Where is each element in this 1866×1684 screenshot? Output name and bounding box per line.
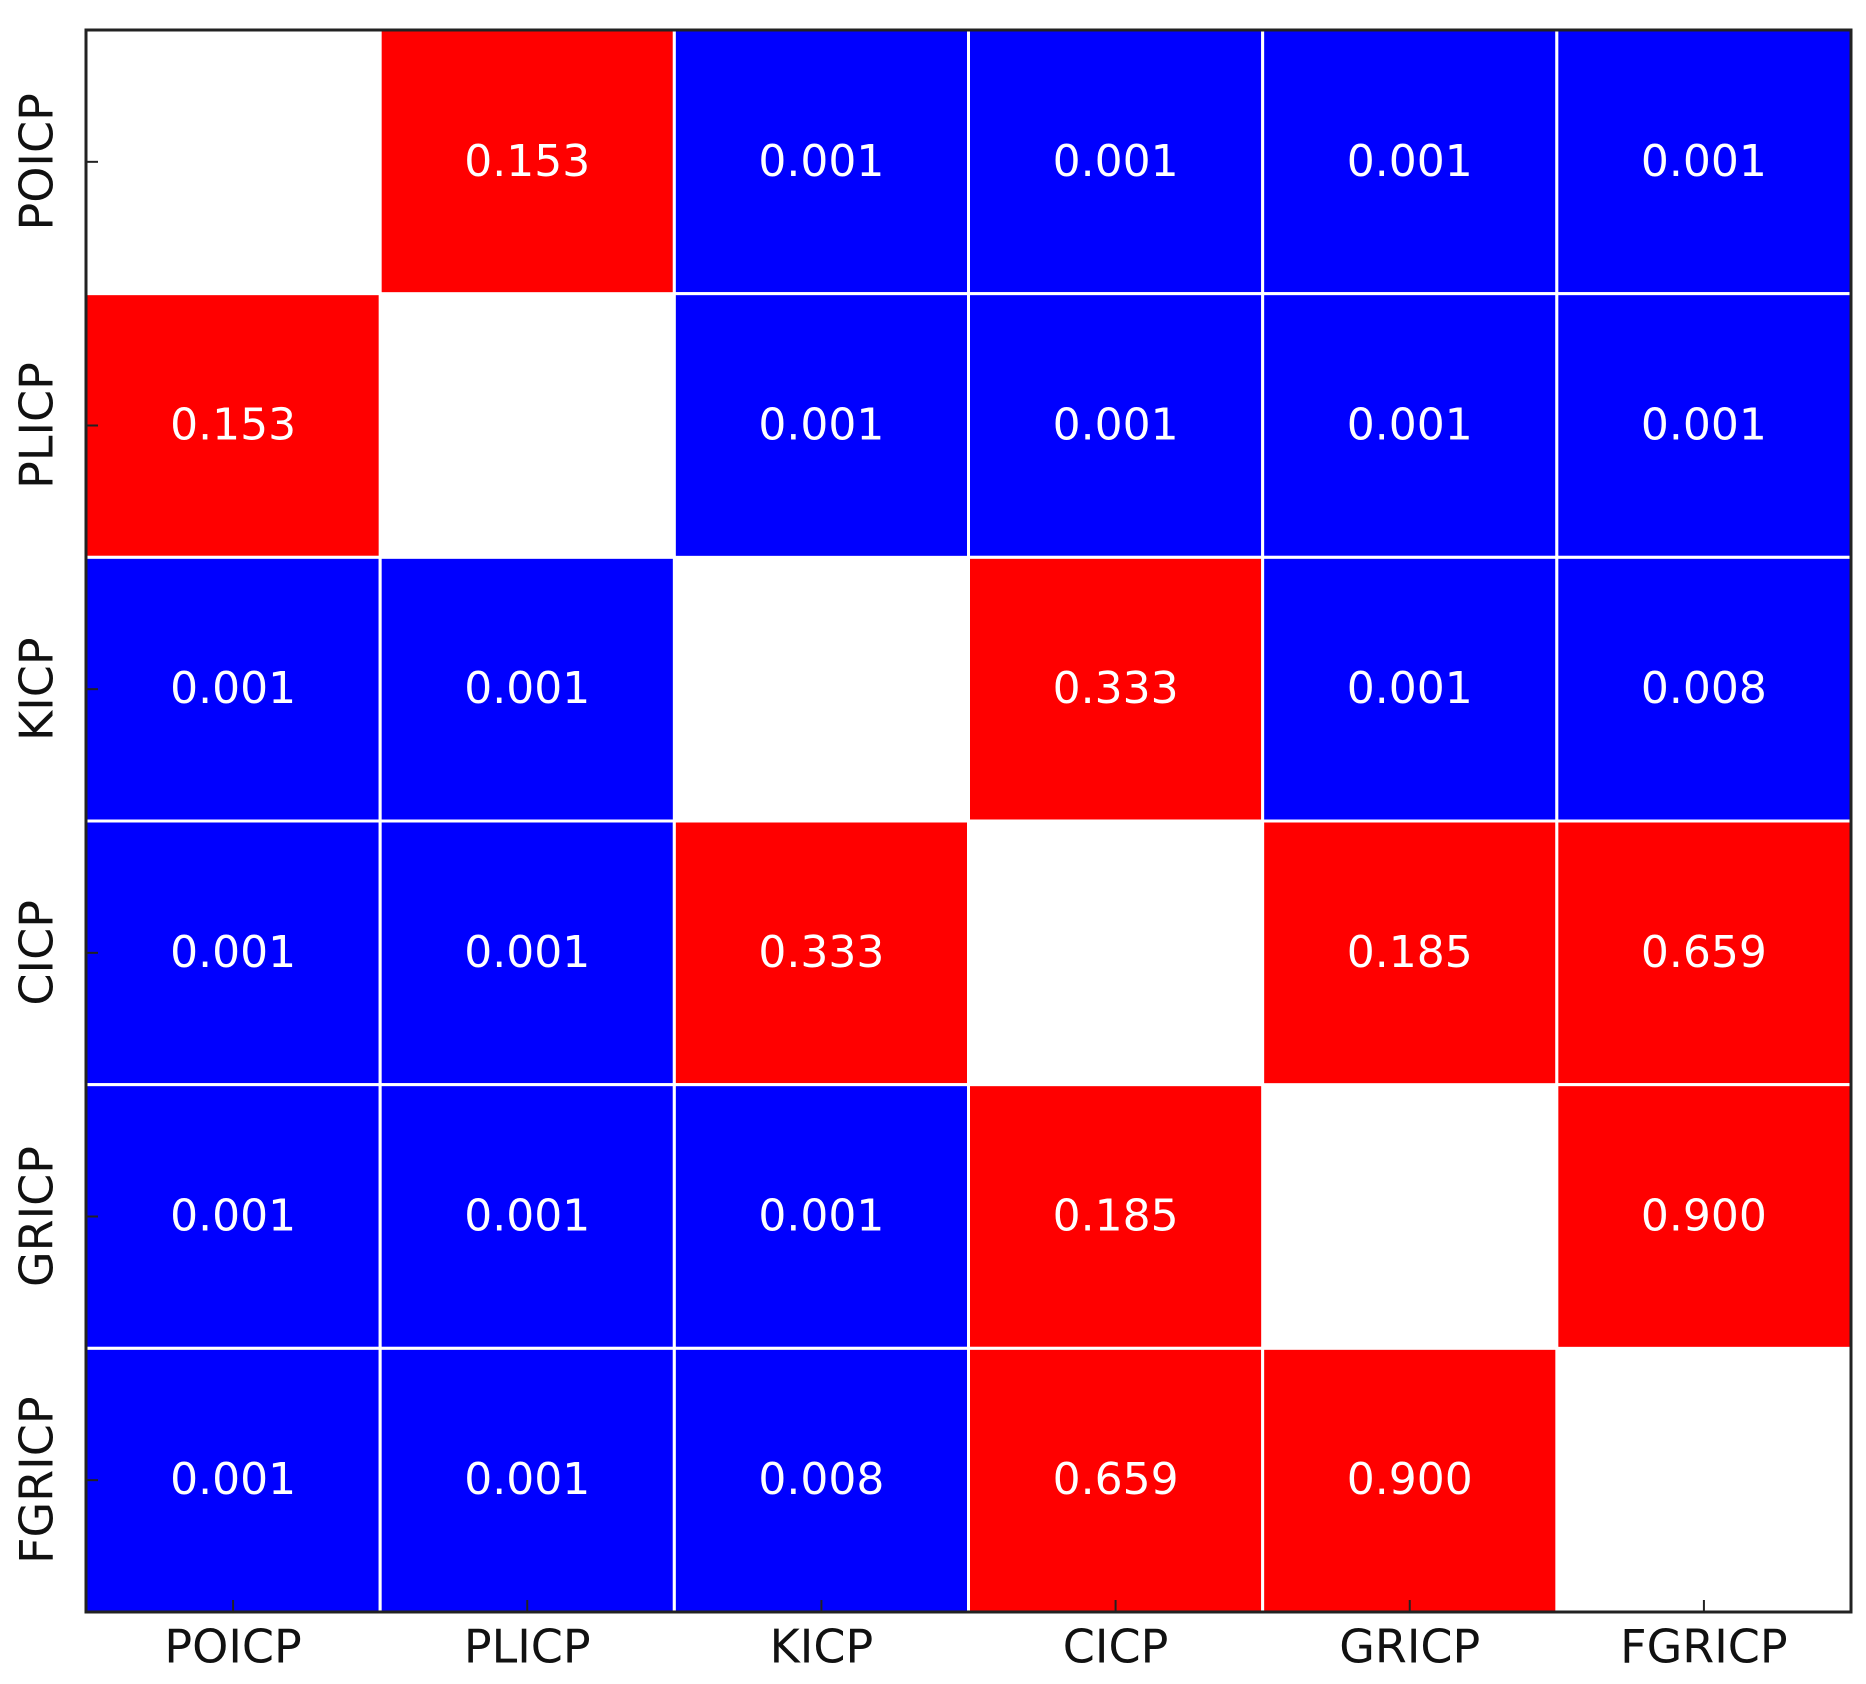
cell-label: 0.333 [758,927,884,978]
cell-label: 0.900 [1641,1191,1767,1242]
cell-label: 0.008 [758,1454,884,1505]
y-tick-label: GRICP [10,1146,64,1287]
cell-label: 0.659 [1053,1454,1179,1505]
y-tick-label: POICP [10,93,64,230]
heatmap-cell [84,1083,382,1350]
cell-label: 0.001 [170,927,296,978]
cell-label: 0.008 [1641,663,1767,714]
heatmap-cell [967,292,1265,559]
heatmap-cell [1555,292,1853,559]
cell-label: 0.001 [1641,400,1767,451]
heatmap-cell [1555,819,1853,1087]
cell-label: 0.001 [464,1454,590,1505]
heatmap-cell [84,819,382,1087]
heatmap-cell [1261,555,1559,823]
y-tick-label: KICP [10,637,64,741]
heatmap-cell [1261,819,1559,1087]
heatmap-cell [378,819,676,1087]
cell-label: 0.333 [1053,663,1179,714]
y-tick-label: CICP [10,900,64,1006]
heatmap-cell [378,555,676,823]
cell-label: 0.185 [1347,927,1473,978]
plot-frame [84,28,1853,1614]
cell-label: 0.001 [170,1191,296,1242]
heatmap-cell [672,1083,970,1350]
x-tick-label: FGRICP [1620,1620,1788,1674]
cell-label: 0.001 [758,136,884,187]
cell-label: 0.001 [758,400,884,451]
cell-label: 0.001 [1347,400,1473,451]
cell-label: 0.001 [170,1454,296,1505]
cell-label: 0.185 [1053,1191,1179,1242]
cell-label: 0.659 [1641,927,1767,978]
heatmap-cell [378,28,676,296]
cell-label: 0.001 [464,663,590,714]
heatmap-cell [1555,555,1853,823]
heatmap-cell [672,819,970,1087]
cell-label: 0.001 [1347,136,1473,187]
cell-label: 0.001 [1053,400,1179,451]
x-tick-label: GRICP [1339,1620,1480,1674]
heatmap-cell [672,292,970,559]
cell-label: 0.001 [170,663,296,714]
heatmap-cell [967,1346,1265,1614]
heatmap-cell [378,1083,676,1350]
cell-label: 0.153 [170,400,296,451]
cell-label: 0.001 [758,1191,884,1242]
cell-label: 0.900 [1347,1454,1473,1505]
heatmap-cell [1555,1083,1853,1350]
y-tick-label: FGRICP [10,1396,64,1564]
cell-label: 0.001 [464,1191,590,1242]
heatmap-cell [1261,292,1559,559]
heatmap-cell [1261,28,1559,296]
heatmap-cell [1261,1346,1559,1614]
cell-label: 0.153 [464,136,590,187]
cell-label: 0.001 [1347,663,1473,714]
cell-label: 0.001 [464,927,590,978]
x-tick-label: CICP [1063,1620,1169,1674]
cell-label: 0.001 [1641,136,1767,187]
heatmap-cell [967,28,1265,296]
heatmap-cell [967,555,1265,823]
x-tick-label: KICP [770,1620,874,1674]
heatmap-cell [967,1083,1265,1350]
cell-label: 0.001 [1053,136,1179,187]
x-tick-label: PLICP [464,1620,591,1674]
heatmap-cell [84,1346,382,1614]
y-tick-label: PLICP [10,362,64,489]
x-tick-label: POICP [164,1620,301,1674]
